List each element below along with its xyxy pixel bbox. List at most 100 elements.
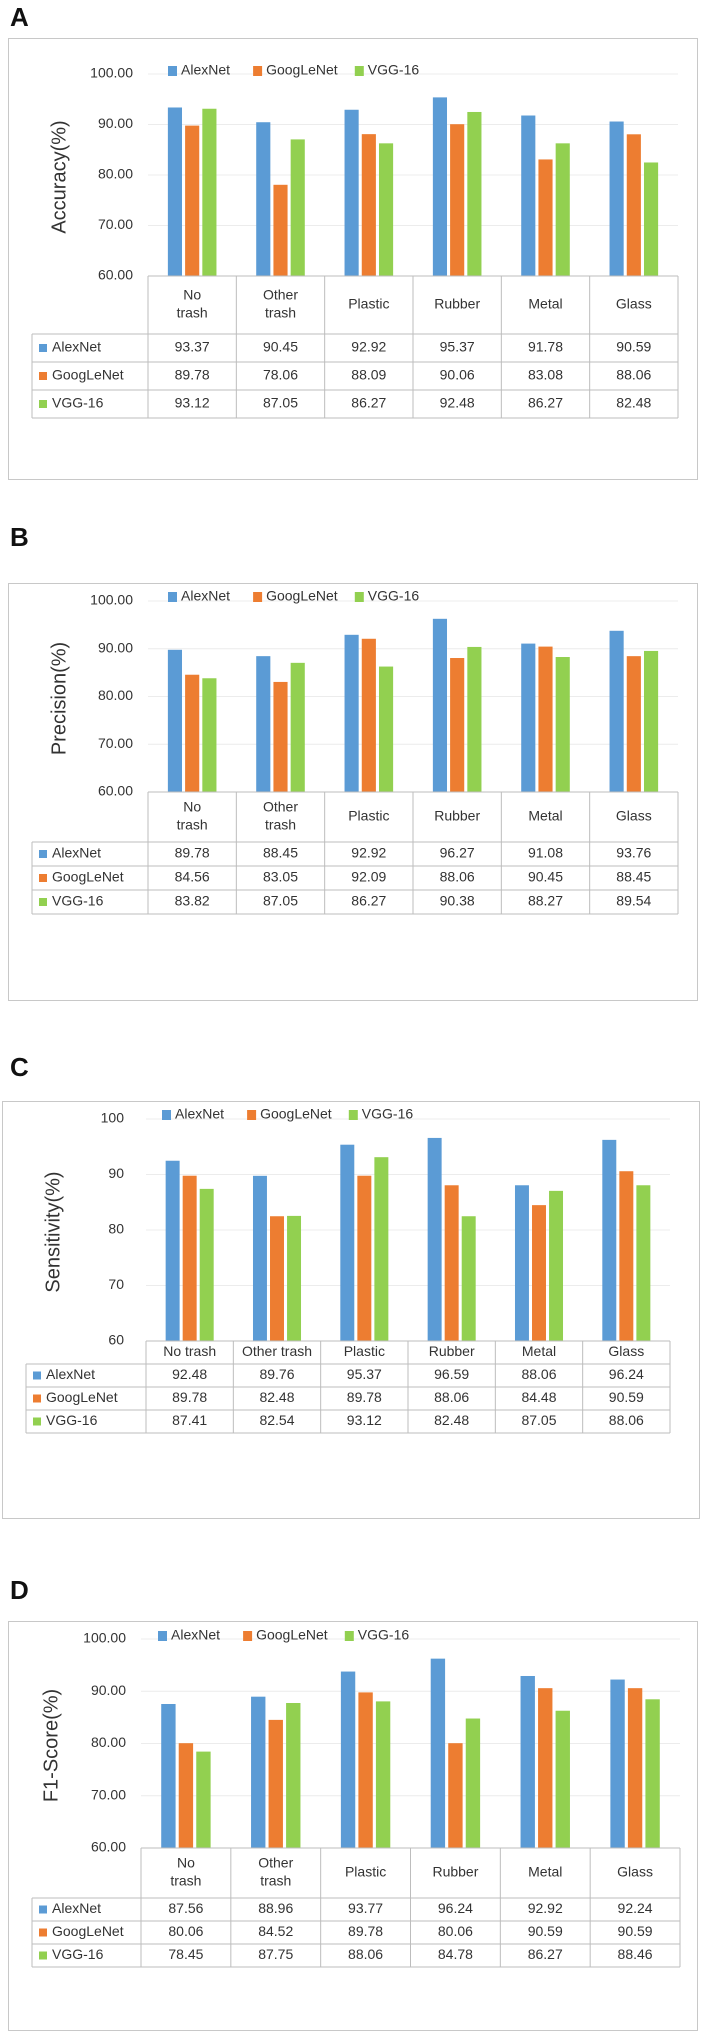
bar-vgg-16-other-trash <box>290 662 305 792</box>
bar-alexnet-other-trash <box>256 656 271 792</box>
table-cell: 92.92 <box>351 845 386 861</box>
table-row-header: GoogLeNet <box>52 367 124 383</box>
table-cell: 90.59 <box>528 1923 563 1939</box>
table-cell: 87.75 <box>258 1946 293 1962</box>
bar-vgg-16-rubber <box>467 111 482 276</box>
category-label: Other <box>263 799 298 815</box>
category-label: Plastic <box>344 1343 385 1359</box>
table-row-header: AlexNet <box>46 1366 95 1382</box>
table-cell: 88.09 <box>351 367 386 383</box>
table-cell: 89.78 <box>175 845 210 861</box>
table-swatch-vgg-16 <box>39 1951 47 1960</box>
table-cell: 87.05 <box>263 893 298 909</box>
category-label: No <box>183 799 201 815</box>
table-swatch-googlenet <box>39 372 47 380</box>
y-tick-label: 80.00 <box>98 687 133 703</box>
y-tick-label: 70.00 <box>98 216 133 232</box>
y-tick-label: 80 <box>108 1221 124 1237</box>
bar-vgg-16-no-trash <box>202 678 217 792</box>
table-cell: 89.78 <box>348 1923 383 1939</box>
table-cell: 89.78 <box>347 1389 382 1405</box>
category-label: trash <box>177 305 208 321</box>
category-label: trash <box>265 817 296 833</box>
table-cell: 86.27 <box>351 395 386 411</box>
bar-googlenet-plastic <box>361 134 376 276</box>
table-cell: 87.56 <box>168 1900 203 1916</box>
table-cell: 90.59 <box>618 1923 653 1939</box>
panel-letter-b: B <box>10 522 29 552</box>
table-cell: 92.09 <box>351 869 386 885</box>
table-cell: 95.37 <box>347 1366 382 1382</box>
y-tick-label: 100.00 <box>90 592 133 608</box>
legend-swatch-alexnet <box>162 1110 171 1120</box>
panel-letter-c: C <box>10 1052 29 1082</box>
table-row-header: VGG-16 <box>52 1946 104 1962</box>
category-label: trash <box>177 817 208 833</box>
table-row-header: VGG-16 <box>52 395 104 411</box>
y-tick-label: 60.00 <box>98 267 133 283</box>
category-label: Glass <box>616 296 652 312</box>
table-row-header: GoogLeNet <box>52 1923 124 1939</box>
table-row-header: AlexNet <box>52 845 101 861</box>
legend-label-googlenet: GoogLeNet <box>266 588 338 604</box>
panel-letter-a: A <box>10 2 29 32</box>
table-cell: 88.06 <box>434 1389 469 1405</box>
table-cell: 96.27 <box>440 845 475 861</box>
bar-googlenet-glass <box>627 1688 643 1848</box>
table-cell: 88.46 <box>618 1946 653 1962</box>
category-label: Rubber <box>434 296 480 312</box>
table-cell: 84.78 <box>438 1946 473 1962</box>
bar-vgg-16-glass <box>645 1699 660 1848</box>
table-cell: 88.96 <box>258 1900 293 1916</box>
table-cell: 88.06 <box>609 1412 644 1428</box>
precision-chart: 100.00 90.00 80.00 70.00 60.00 Precision(%) Al… <box>8 583 698 1001</box>
table-cell: 96.24 <box>609 1366 644 1382</box>
bar-vgg-16-metal <box>549 1190 564 1341</box>
legend-swatch-googlenet <box>247 1110 257 1120</box>
legend-label-alexnet: AlexNet <box>181 588 230 604</box>
y-tick-label: 60.00 <box>91 1839 126 1855</box>
y-axis-label: Sensitivity(%) <box>42 1171 64 1292</box>
bar-vgg-16-no-trash <box>196 1751 211 1848</box>
table-swatch-alexnet <box>39 850 47 858</box>
bar-alexnet-metal <box>521 643 536 792</box>
legend-swatch-vgg-16 <box>344 1631 354 1641</box>
table-cell: 80.06 <box>168 1923 203 1939</box>
bar-googlenet-plastic <box>357 1175 372 1341</box>
table-cell: 90.45 <box>528 869 563 885</box>
f1-score-chart: 100.00 90.00 80.00 70.00 60.00 F1-Score(%) Ale… <box>8 1621 698 2031</box>
legend-label-googlenet: GoogLeNet <box>266 62 338 78</box>
bar-googlenet-rubber <box>450 658 465 792</box>
category-label: trash <box>260 1873 291 1889</box>
bar-vgg-16-no-trash <box>199 1188 214 1341</box>
bar-vgg-16-rubber <box>461 1216 476 1341</box>
y-tick-label: 90 <box>108 1165 124 1181</box>
bar-alexnet-other-trash <box>256 122 271 276</box>
table-cell: 86.27 <box>351 893 386 909</box>
bar-googlenet-no-trash <box>182 1175 197 1341</box>
bar-alexnet-rubber <box>432 97 448 276</box>
category-label: No trash <box>163 1343 216 1359</box>
bar-googlenet-plastic <box>358 1692 373 1848</box>
table-cell: 92.24 <box>618 1900 653 1916</box>
category-label: Metal <box>528 808 562 824</box>
bar-alexnet-glass <box>609 121 624 276</box>
table-swatch-alexnet <box>39 1905 47 1914</box>
category-label: Metal <box>528 1864 562 1880</box>
y-tick-label: 70.00 <box>98 735 133 751</box>
y-axis-label: F1-Score(%) <box>40 1689 62 1802</box>
bar-alexnet-no-trash <box>165 1160 180 1341</box>
table-cell: 89.78 <box>175 367 210 383</box>
category-label: Rubber <box>432 1864 478 1880</box>
legend-swatch-googlenet <box>253 66 263 76</box>
bar-alexnet-other-trash <box>252 1175 267 1341</box>
table-cell: 89.54 <box>616 893 651 909</box>
legend-swatch-alexnet <box>168 66 177 76</box>
legend-label-alexnet: AlexNet <box>175 1106 224 1122</box>
table-cell: 90.06 <box>440 367 475 383</box>
table-swatch-vgg-16 <box>39 400 47 408</box>
table-cell: 78.06 <box>263 367 298 383</box>
bar-vgg-16-other-trash <box>286 1703 301 1848</box>
bar-vgg-16-plastic <box>374 1157 389 1341</box>
table-cell: 86.27 <box>528 395 563 411</box>
